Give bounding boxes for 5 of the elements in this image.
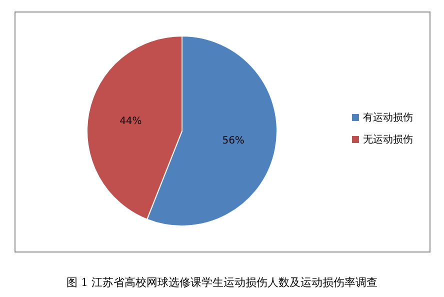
data-label: 44% xyxy=(120,116,142,127)
legend-label: 有运动损伤 xyxy=(363,112,413,124)
data-label: 56% xyxy=(222,136,244,147)
caption: 图 1 江苏省高校网球选修课学生运动损伤人数及运动损伤率调查 xyxy=(66,276,378,289)
legend-label: 无运动损伤 xyxy=(363,134,413,146)
